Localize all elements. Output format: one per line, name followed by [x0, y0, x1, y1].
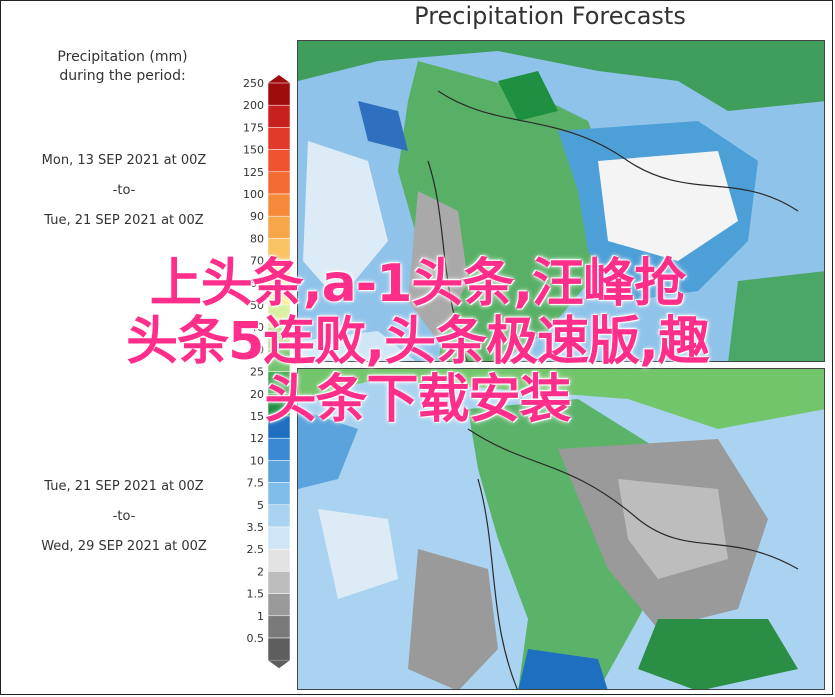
period-2-start: Tue, 21 SEP 2021 at 00Z: [44, 479, 204, 494]
colorbar-block: [267, 215, 291, 239]
colorbar-block: [267, 571, 291, 594]
colorbar-tick-label: 3.5: [247, 521, 265, 534]
colorbar-block: [267, 548, 291, 572]
colorbar-tick-label: 0.5: [247, 632, 265, 645]
colorbar-block: [267, 326, 291, 350]
colorbar-tick-label: 80: [250, 232, 264, 245]
colorbar-block: [267, 460, 291, 483]
colorbar-tick-label: 125: [243, 166, 264, 179]
colorbar-tick-label: 20: [250, 388, 264, 401]
page-title: Precipitation Forecasts: [414, 2, 686, 30]
colorbar-block: [267, 349, 291, 372]
colorbar-block: [267, 127, 291, 150]
period-1-separator: -to-: [112, 183, 136, 198]
legend-title: Precipitation (mm) during the period:: [57, 49, 188, 84]
colorbar-block: [267, 82, 291, 106]
colorbar-block: [267, 393, 291, 417]
colorbar-block: [267, 304, 291, 328]
colorbar-block: [267, 238, 291, 261]
colorbar-block: [267, 282, 291, 306]
colorbar-block: [267, 193, 291, 217]
colorbar-arrow-top: [268, 75, 290, 83]
colorbar-tick-label: 25: [250, 366, 264, 379]
colorbar-tick-label: 12: [250, 432, 264, 445]
colorbar-block: [267, 104, 291, 128]
colorbar-tick-label: 2.5: [247, 543, 265, 556]
colorbar-block: [267, 415, 291, 439]
forecast-map-week-2: [297, 368, 825, 690]
colorbar-tick-label: 5: [257, 499, 264, 512]
colorbar-block: [267, 437, 291, 461]
colorbar-arrow-bottom: [268, 660, 290, 669]
colorbar-tick-label: 250: [243, 77, 264, 90]
colorbar-block: [267, 504, 291, 528]
period-2-end: Wed, 29 SEP 2021 at 00Z: [41, 539, 207, 554]
precipitation-colorbar: 2502001751501251009080706050403025201512…: [243, 75, 291, 669]
period-2-separator: -to-: [112, 509, 136, 524]
colorbar-block: [267, 615, 291, 639]
period-1-start: Mon, 13 SEP 2021 at 00Z: [41, 153, 207, 168]
period-1-end: Tue, 21 SEP 2021 at 00Z: [44, 213, 204, 228]
colorbar-block: [267, 526, 291, 550]
colorbar-block: [267, 593, 291, 617]
colorbar-tick-label: 30: [250, 343, 264, 356]
colorbar-tick-label: 40: [250, 321, 264, 334]
colorbar-tick-label: 15: [250, 410, 264, 423]
colorbar-tick-label: 90: [250, 210, 264, 223]
colorbar-block: [267, 637, 291, 661]
colorbar-block: [267, 171, 291, 195]
colorbar-block: [267, 482, 291, 506]
colorbar-tick-label: 7.5: [247, 477, 265, 490]
colorbar-tick-label: 1.5: [247, 588, 265, 601]
colorbar-tick-label: 200: [243, 99, 264, 112]
colorbar-tick-label: 50: [250, 299, 264, 312]
colorbar-tick-label: 70: [250, 255, 264, 268]
colorbar-tick-label: 150: [243, 144, 264, 157]
forecast-map-week-1: [297, 40, 825, 362]
period-1: Mon, 13 SEP 2021 at 00Z -to- Tue, 21 SEP…: [10, 146, 238, 236]
colorbar-tick-label: 100: [243, 188, 264, 201]
colorbar-tick-label: 10: [250, 454, 264, 467]
colorbar-tick-label: 175: [243, 121, 264, 134]
colorbar-tick-label: 60: [250, 277, 264, 290]
colorbar-tick-label: 1: [257, 610, 264, 623]
colorbar-tick-label: 2: [257, 565, 264, 578]
period-2: Tue, 21 SEP 2021 at 00Z -to- Wed, 29 SEP…: [10, 472, 238, 562]
colorbar-block: [267, 260, 291, 284]
colorbar-block: [267, 371, 291, 395]
colorbar-block: [267, 149, 291, 173]
